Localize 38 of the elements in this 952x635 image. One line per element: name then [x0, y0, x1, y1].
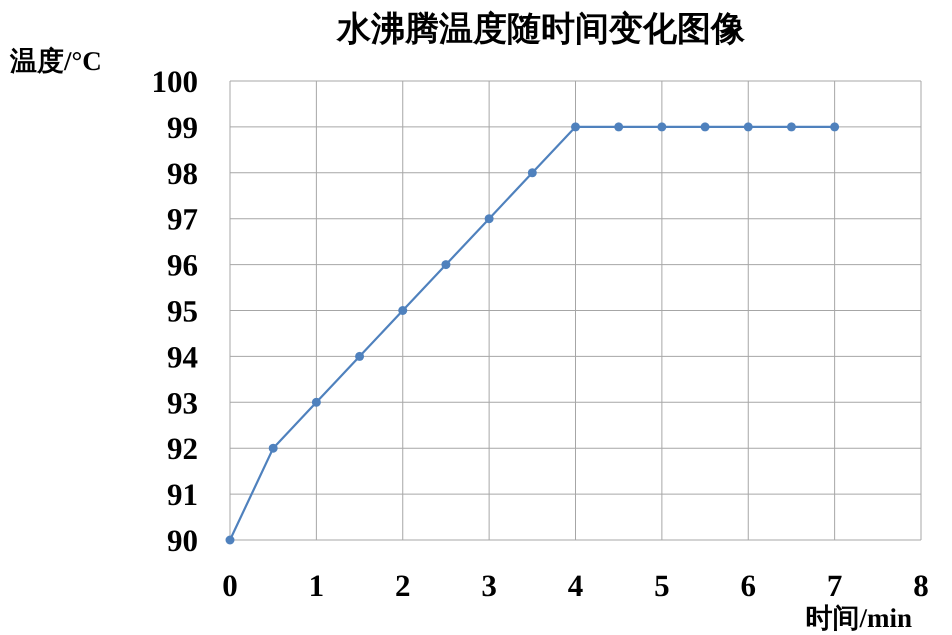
x-tick-label: 0	[222, 568, 238, 603]
y-tick-label: 98	[167, 156, 198, 191]
x-tick-label: 8	[913, 568, 929, 603]
point	[484, 214, 494, 224]
point	[830, 122, 840, 132]
x-tick-label: 2	[395, 568, 410, 603]
y-tick-label: 90	[167, 523, 198, 558]
y-tick-label: 99	[167, 110, 198, 145]
y-tick-label: 97	[167, 202, 198, 237]
y-axis-title: 温度/°C	[9, 46, 102, 76]
y-tick-label: 92	[167, 431, 198, 466]
point	[657, 122, 666, 132]
point	[614, 122, 624, 132]
point	[312, 398, 321, 407]
point	[571, 122, 580, 132]
y-tick-label: 91	[167, 477, 198, 512]
point	[355, 352, 364, 361]
y-tick-label: 100	[152, 64, 198, 99]
x-axis-title: 时间/min	[805, 603, 912, 633]
point	[786, 122, 796, 132]
y-tick-label: 95	[167, 294, 198, 328]
x-tick-label: 7	[826, 568, 842, 603]
point	[398, 306, 408, 315]
x-tick-label: 6	[740, 568, 756, 603]
point	[226, 536, 234, 544]
point	[744, 122, 753, 132]
x-tick-label: 4	[568, 568, 584, 603]
x-tick-label: 5	[654, 568, 670, 603]
point	[528, 168, 537, 178]
x-tick-label: 3	[481, 568, 497, 603]
chart-title: 水沸腾温度随时间变化图像	[336, 10, 746, 48]
y-tick-label: 96	[167, 248, 198, 283]
point	[441, 260, 450, 270]
y-tick-label: 93	[167, 385, 198, 420]
point	[700, 122, 710, 132]
x-tick-label: 1	[308, 568, 324, 603]
y-tick-label: 94	[167, 339, 198, 374]
point	[268, 444, 278, 453]
